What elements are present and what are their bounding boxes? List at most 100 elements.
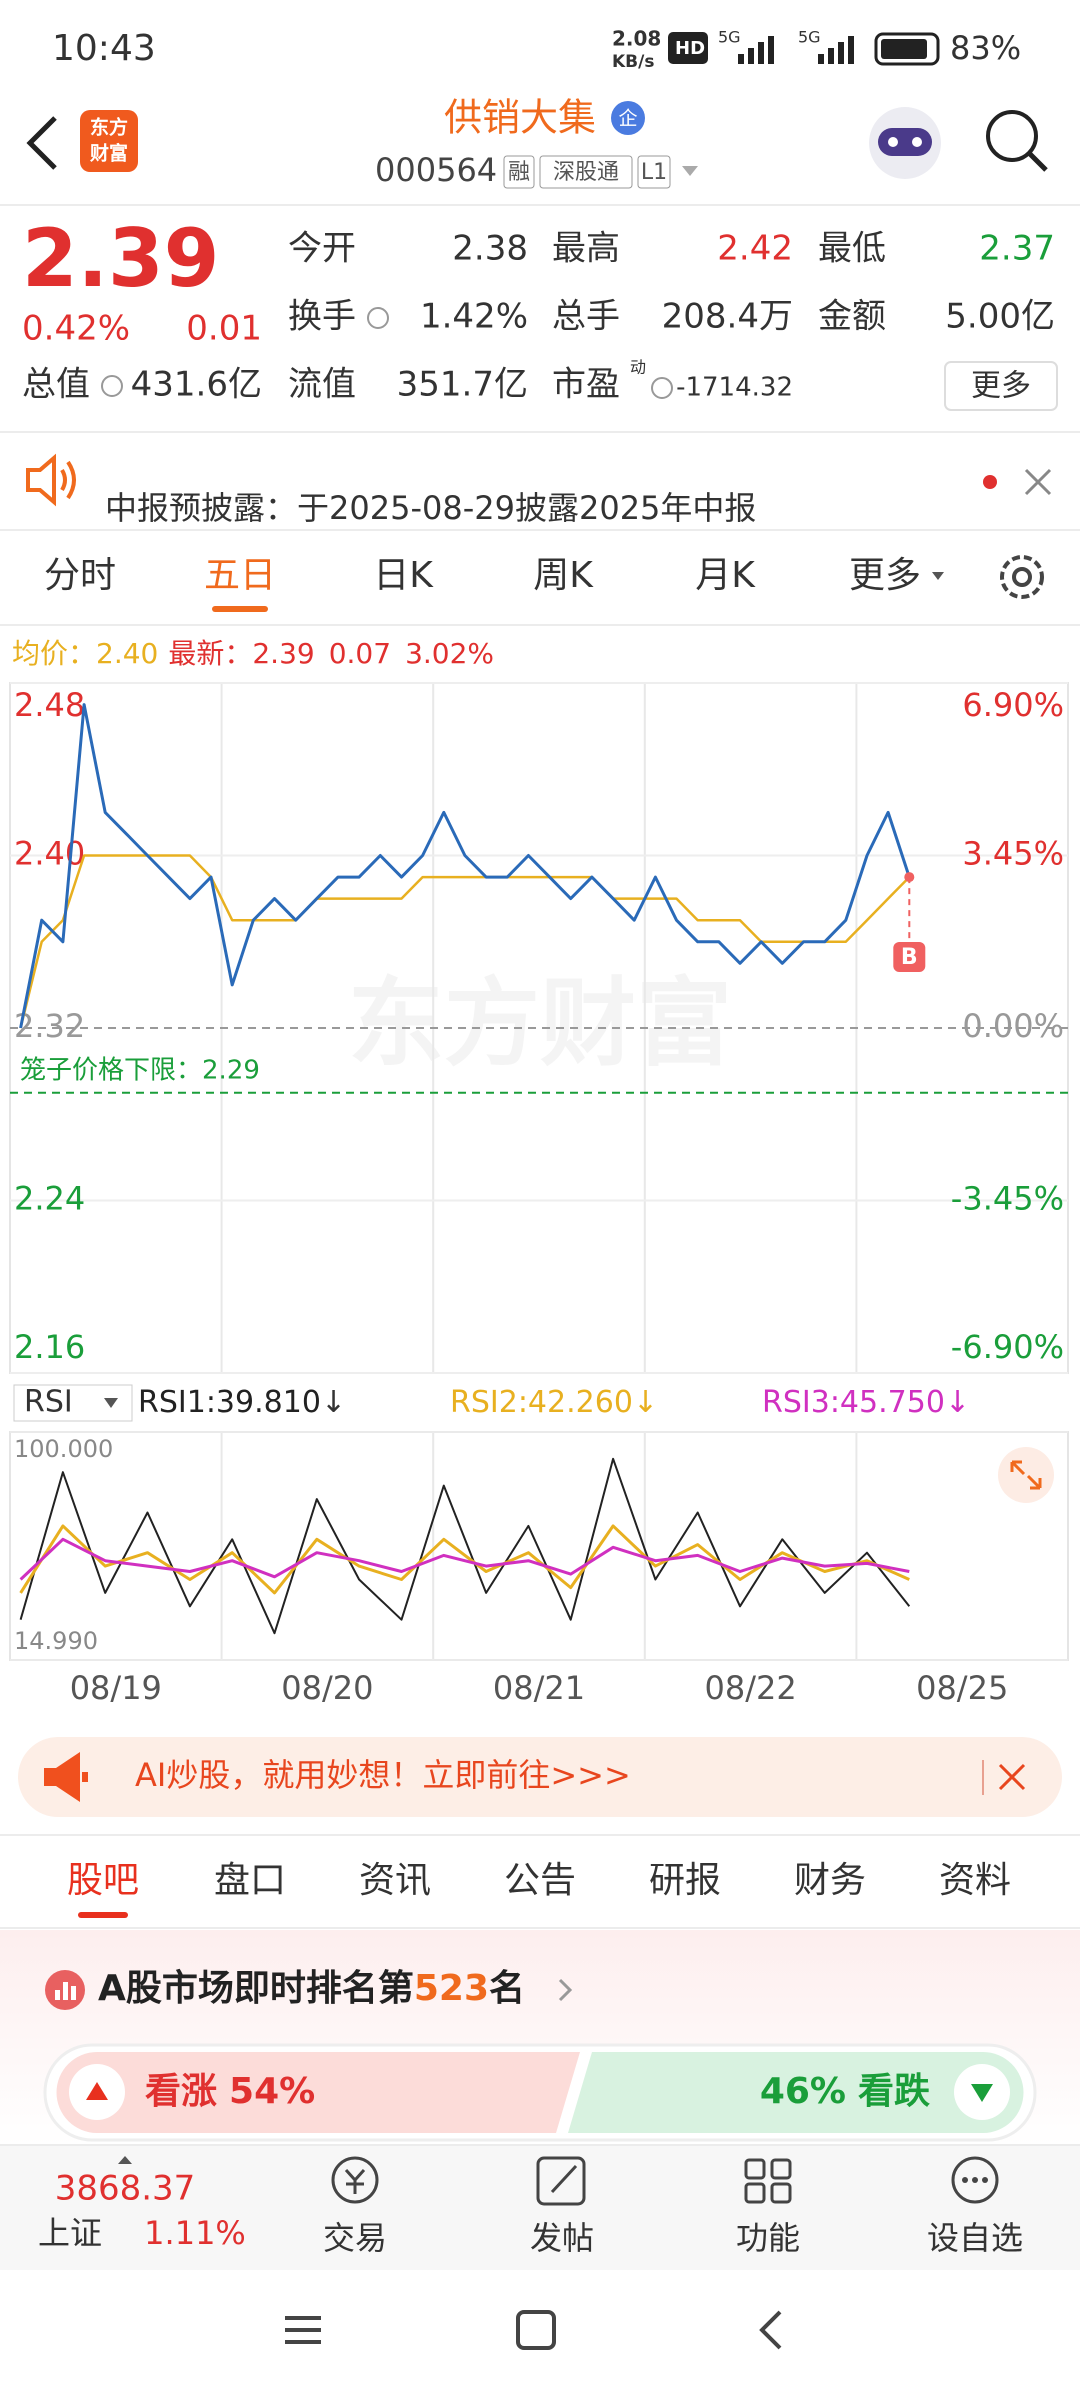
watchlist-icon[interactable] <box>951 2156 999 2204</box>
period-tab[interactable]: 周K <box>533 555 594 596</box>
field-value: 5.00亿 <box>945 297 1055 337</box>
trade-marker <box>893 942 926 972</box>
time: 10:43 <box>52 28 156 69</box>
info-icon[interactable] <box>651 377 673 399</box>
info-icon[interactable] <box>367 307 389 329</box>
system-menu[interactable] <box>285 2316 321 2344</box>
battery-text: 83% <box>950 29 1021 67</box>
period-tab[interactable]: 日K <box>373 555 434 596</box>
chevron <box>558 1978 573 2002</box>
nav-label[interactable]: 交易 <box>323 2219 387 2257</box>
y2-tick-label: 3.45% <box>962 835 1064 873</box>
ranking-prefix: A股市场即时排名第 <box>98 1968 414 2009</box>
period-tab-active[interactable]: 五日 <box>204 555 276 596</box>
index-change[interactable]: 1.11% <box>144 2214 246 2252</box>
y2-tick-label: 6.90% <box>962 686 1064 724</box>
index-value[interactable]: 3868.37 <box>55 2169 196 2209</box>
net-type: 5G <box>718 28 741 47</box>
rsi-legend-entry: RSI1:39.810 <box>138 1385 321 1420</box>
badge-text: 企 <box>618 108 637 130</box>
battery-level <box>881 39 927 59</box>
x-tick-label: 08/25 <box>916 1669 1008 1707</box>
vote-up-bar[interactable] <box>56 2052 581 2133</box>
y-tick-label: 2.16 <box>14 1328 85 1366</box>
megaphone-icon <box>44 1752 88 1802</box>
system-home[interactable] <box>516 2310 556 2350</box>
y2-tick-label: -6.90% <box>951 1328 1064 1366</box>
content-tab[interactable]: 盘口 <box>214 1860 286 1901</box>
down-arrow <box>971 2084 993 2102</box>
dropdown-arrow <box>682 166 698 176</box>
content-tab[interactable]: 公告 <box>504 1860 576 1901</box>
ranking-suffix: 名 <box>489 1968 525 2009</box>
content-tab[interactable]: 资料 <box>939 1860 1011 1901</box>
indicator-select[interactable] <box>13 1384 133 1422</box>
field-label: 总值 <box>22 365 90 405</box>
app-logo <box>80 110 138 172</box>
info-icon[interactable] <box>101 375 123 397</box>
stock-name: 供销大集 <box>444 96 596 140</box>
hd-text: HD <box>675 38 705 59</box>
content-tab[interactable]: 研报 <box>649 1860 721 1901</box>
signal-1 <box>738 36 774 64</box>
vote-up: 看涨 54% <box>145 2071 315 2112</box>
field-value: 2.38 <box>452 229 528 269</box>
rsi-legend-entry: RSI3:45.750 <box>762 1385 945 1420</box>
period-tab[interactable]: 分时 <box>44 555 116 596</box>
badge <box>611 101 645 135</box>
index-arrow <box>118 2156 132 2164</box>
system-back[interactable] <box>759 2310 782 2350</box>
trade-icon[interactable] <box>331 2156 379 2204</box>
content-tab[interactable]: 财务 <box>794 1860 866 1901</box>
x-tick-label: 08/19 <box>70 1669 162 1707</box>
nav-label[interactable]: 功能 <box>736 2219 800 2257</box>
indicator-name[interactable]: RSI <box>24 1385 73 1420</box>
field-label: 最高 <box>552 229 620 269</box>
period-tab[interactable]: 更多 <box>849 555 921 596</box>
assistant-avatar[interactable] <box>869 107 941 179</box>
dropdown-arrow <box>932 572 944 580</box>
ranking-icon <box>45 1970 85 2010</box>
bottom-nav <box>0 2145 1080 2270</box>
tag: 深股通 <box>553 160 619 185</box>
logo-text: 东方 <box>90 116 128 139</box>
y-tick-label: 14.990 <box>14 1627 98 1655</box>
post-icon[interactable] <box>536 2156 586 2206</box>
ranking-text[interactable]: A股市场即时排名第523名 <box>98 1968 525 2009</box>
field-value: 1.42% <box>420 297 528 337</box>
more-text[interactable]: 更多 <box>971 369 1031 404</box>
back-button[interactable] <box>26 116 57 170</box>
y2-tick-label: 0.00% <box>962 1007 1064 1045</box>
search-button[interactable] <box>986 110 1048 172</box>
notice-text[interactable]: 中报预披露：于2025-08-29披露2025年中报 <box>105 489 756 527</box>
price-limit-label: 笼子价格下限：2.29 <box>20 1055 260 1085</box>
price-line <box>19 703 911 1029</box>
content-tab-active[interactable]: 股吧 <box>67 1860 139 1901</box>
battery <box>874 32 940 66</box>
y2-tick-label: -3.45% <box>951 1180 1064 1218</box>
content-tab[interactable]: 资讯 <box>359 1860 431 1901</box>
trend-arrow: ↓ <box>945 1385 970 1420</box>
ad-banner[interactable] <box>18 1737 1062 1817</box>
hd-badge <box>668 32 708 64</box>
index-name[interactable]: 上证 <box>38 2214 102 2252</box>
latest-change-pct: 3.02% <box>405 637 494 670</box>
more-button[interactable] <box>944 361 1058 411</box>
field-value: 2.42 <box>717 229 793 269</box>
y-tick-label: 2.24 <box>14 1180 85 1218</box>
expand-button[interactable] <box>998 1447 1054 1503</box>
close-notice[interactable] <box>1024 468 1052 496</box>
settings-button[interactable] <box>1000 555 1044 599</box>
watermark: 东方财富 <box>348 967 732 1079</box>
period-tab[interactable]: 月K <box>695 555 756 596</box>
rsi-legend: RSI1:39.810↓ <box>138 1385 346 1420</box>
nav-label[interactable]: 发帖 <box>530 2219 594 2257</box>
function-icon[interactable] <box>744 2158 792 2204</box>
nav-label[interactable]: 设自选 <box>927 2219 1023 2257</box>
field-label: 今开 <box>288 229 356 269</box>
close-ad[interactable] <box>998 1763 1026 1791</box>
vote-down-bar[interactable] <box>568 2052 1024 2133</box>
y-tick-label: 100.000 <box>14 1435 113 1463</box>
field-label-sup: 动 <box>630 358 646 377</box>
ad-text[interactable]: AI炒股，就用妙想！立即前往>>> <box>135 1756 631 1794</box>
